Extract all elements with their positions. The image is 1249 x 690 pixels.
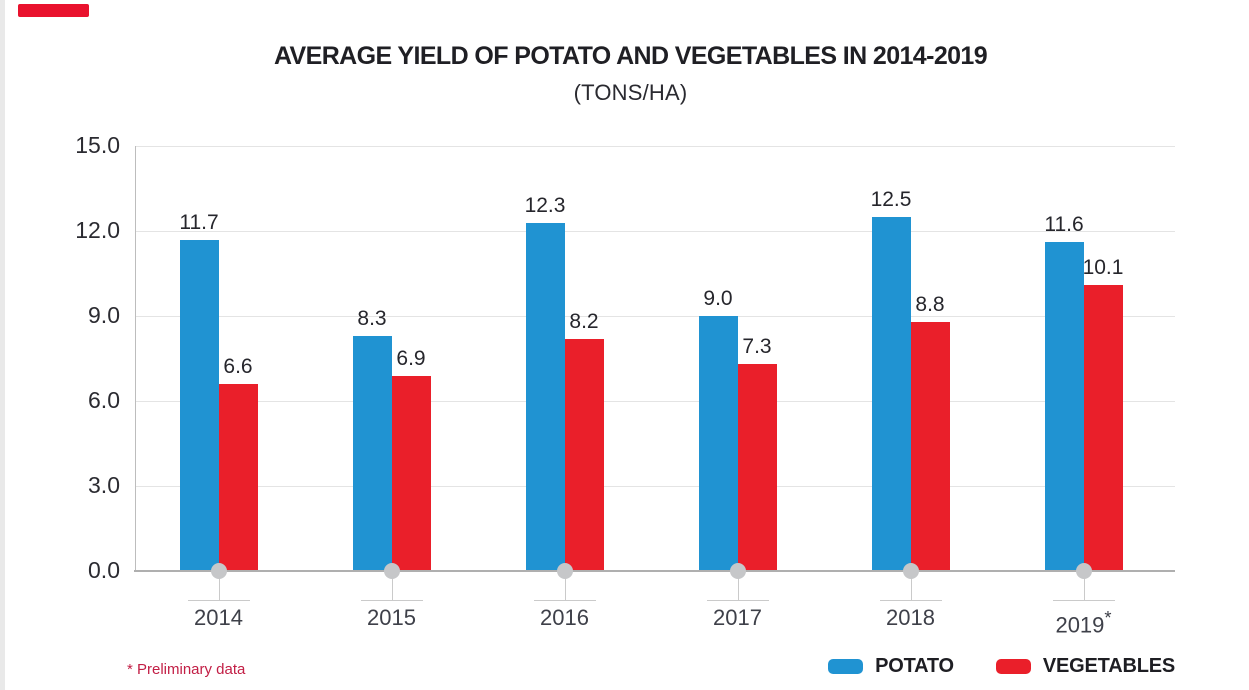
value-label: 11.7 [179,210,219,234]
bar-potato-2017 [698,316,738,571]
x-axis-line [134,570,1175,572]
gridline [135,316,1175,317]
value-label: 7.3 [742,335,772,359]
category-marker-icon [902,563,919,579]
category-tick-bar [360,600,423,601]
bar-vegetables-2018 [910,321,950,571]
footnote: * Preliminary data [127,661,246,678]
bar-potato-2016 [525,222,565,571]
category-marker-icon [383,563,400,579]
value-label: 12.5 [870,187,912,211]
category-stem [910,571,912,600]
value-label: 9.0 [703,287,733,310]
category-stem [564,571,566,600]
preliminary-asterisk: * [1104,607,1112,628]
category-stem [737,571,739,600]
category-marker-icon [210,563,227,579]
chart-title: AVERAGE YIELD OF POTATO AND VEGETABLES I… [273,42,988,70]
y-axis-tick-label: 6.0 [88,387,120,413]
chart-header: AVERAGE YIELD OF POTATO AND VEGETABLES I… [12,42,1249,106]
y-axis-tick-label: 12.0 [75,217,120,243]
value-label: 8.2 [569,309,599,333]
x-axis-year-label: 2014 [194,605,243,630]
y-axis-tick-label: 9.0 [88,302,120,328]
gridline [135,401,1175,402]
category-tick-bar [533,600,596,601]
legend-label-potato: POTATO [875,655,954,677]
category-tick-bar [187,600,250,601]
bar-vegetables-2014 [218,384,258,571]
y-axis-tick-label: 15.0 [75,132,120,158]
legend-label-vegetables: VEGETABLES [1042,655,1175,677]
category-marker-icon [729,563,746,579]
value-label: 8.3 [357,306,387,330]
bar-vegetables-2019 [1083,284,1123,571]
legend-swatch-vegetables-icon [995,659,1031,674]
y-axis-tick-label: 3.0 [88,472,120,498]
legend: POTATO VEGETABLES [828,655,1175,678]
x-axis-year-label: 2015 [367,605,416,630]
x-axis-year-label: 2019* [1055,607,1112,638]
category-marker-icon [1075,563,1092,579]
bar-potato-2018 [871,216,911,571]
value-label: 12.3 [524,193,566,217]
red-accent-bar [18,4,89,17]
legend-item-vegetables: VEGETABLES [995,655,1175,678]
category-tick-bar [879,600,942,601]
category-stem [218,571,220,600]
y-axis-tick-label: 0.0 [88,557,120,583]
gridline [135,146,1175,147]
x-axis-year-label: 2016 [540,605,589,630]
legend-swatch-potato-icon [828,659,864,674]
category-stem [391,571,393,600]
bar-potato-2019 [1044,242,1084,571]
bar-vegetables-2016 [564,338,604,571]
y-axis-line [135,146,136,571]
page-edge-strip [0,0,5,690]
x-axis-year-label: 2018 [886,605,935,630]
bar-potato-2015 [352,335,392,571]
value-label: 10.1 [1082,255,1124,279]
x-axis-year-label: 2017 [713,605,762,630]
gridline [135,486,1175,487]
value-label: 6.9 [396,346,426,370]
legend-item-potato: POTATO [828,655,954,678]
category-marker-icon [556,563,573,579]
category-tick-bar [706,600,769,601]
bar-potato-2014 [179,239,219,571]
category-tick-bar [1052,600,1115,601]
category-stem [1083,571,1085,600]
value-label: 8.8 [915,292,945,316]
value-label: 11.6 [1044,213,1084,237]
bar-vegetables-2015 [391,375,431,571]
bar-vegetables-2017 [737,364,777,571]
chart-subtitle: (TONS/HA) [573,80,688,105]
gridline [135,231,1175,232]
value-label: 6.6 [223,355,253,378]
